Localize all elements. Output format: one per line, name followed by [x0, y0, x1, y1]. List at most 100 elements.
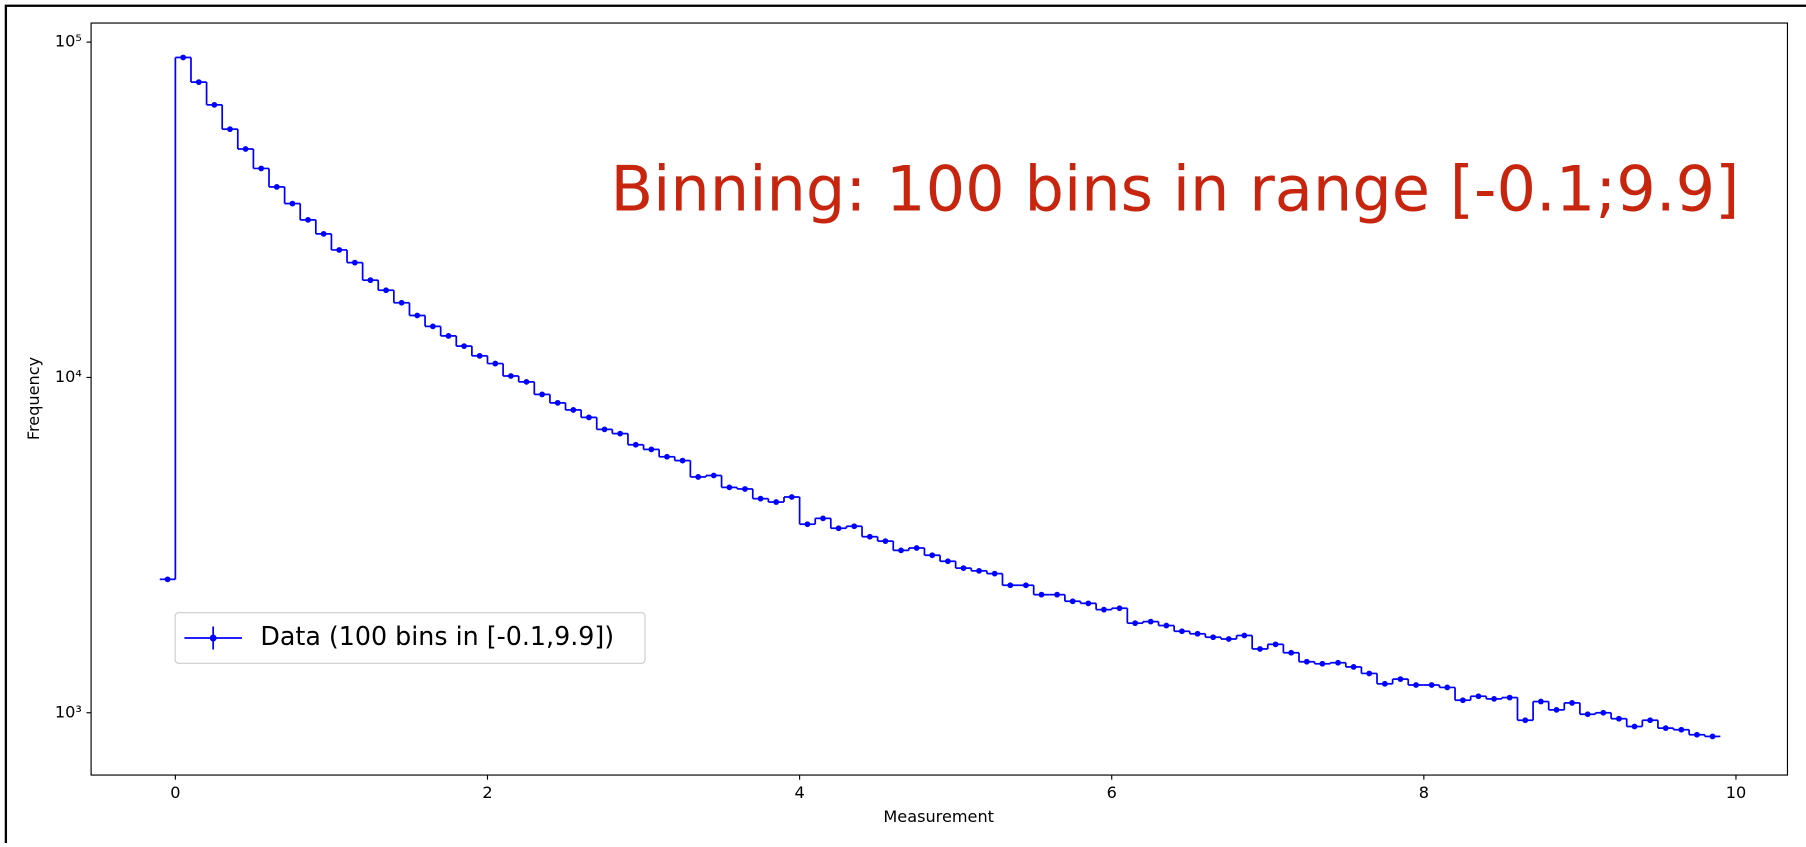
bin-marker — [976, 567, 982, 574]
bin-marker — [991, 570, 998, 577]
bin-marker — [1366, 670, 1373, 677]
bin-marker — [1397, 676, 1404, 682]
y-axis-label: Frequency — [24, 356, 43, 440]
y-tick-label: 10³ — [55, 702, 82, 721]
bin-marker — [1600, 709, 1607, 716]
bin-marker — [695, 474, 702, 480]
bin-marker — [1101, 606, 1107, 613]
bin-marker — [788, 494, 795, 500]
bin-marker — [586, 414, 592, 421]
bin-marker — [1069, 598, 1076, 605]
bin-marker — [1475, 693, 1482, 700]
bin-marker — [1319, 660, 1326, 667]
bin-marker — [1241, 632, 1248, 639]
bin-marker — [461, 343, 467, 349]
bin-marker — [726, 484, 733, 491]
bin-marker — [1506, 694, 1513, 701]
bin-marker — [1631, 723, 1638, 730]
bin-marker — [913, 545, 920, 551]
bin-marker — [1163, 622, 1170, 629]
bin-marker — [180, 54, 187, 61]
x-tick-label: 8 — [1419, 783, 1429, 802]
bin-marker — [445, 333, 452, 339]
bin-marker — [258, 165, 265, 172]
bin-marker — [1538, 698, 1544, 705]
bin-marker — [1569, 700, 1575, 706]
bin-marker — [679, 457, 686, 464]
bin-marker — [960, 565, 967, 571]
bin-marker — [1210, 634, 1217, 641]
bin-marker — [1116, 605, 1123, 612]
bin-marker — [1272, 641, 1279, 648]
x-tick-label: 6 — [1107, 783, 1117, 802]
bin-marker — [383, 287, 389, 294]
bin-marker — [898, 547, 904, 554]
bin-marker — [492, 360, 499, 367]
x-tick-label: 0 — [170, 783, 180, 802]
bin-marker — [1350, 664, 1357, 670]
bin-marker — [414, 312, 421, 319]
bin-marker — [1616, 715, 1622, 722]
bin-marker — [773, 499, 780, 505]
bin-marker — [1147, 618, 1154, 625]
bin-marker — [944, 558, 951, 565]
bin-marker — [601, 426, 608, 433]
bin-marker — [367, 277, 374, 284]
bin-marker — [554, 399, 561, 406]
bin-marker — [508, 373, 514, 379]
bin-marker — [882, 538, 889, 544]
bin-marker — [835, 525, 842, 532]
x-axis-label: Measurement — [883, 807, 994, 826]
bin-marker — [351, 259, 358, 266]
bin-marker — [1647, 717, 1654, 724]
bin-marker — [1194, 630, 1201, 637]
bin-marker — [227, 126, 233, 133]
bin-marker — [820, 515, 826, 522]
bin-marker — [1678, 726, 1685, 733]
bin-marker — [648, 446, 655, 453]
bin-marker — [1335, 659, 1341, 666]
bin-marker — [1444, 684, 1451, 691]
legend-box — [174, 612, 646, 664]
bin-marker — [1553, 707, 1560, 713]
bin-marker — [1413, 682, 1419, 688]
bin-marker — [164, 576, 171, 583]
bin-marker — [1491, 696, 1497, 702]
bin-marker — [866, 533, 873, 540]
bin-marker — [195, 79, 202, 85]
bin-marker — [1459, 697, 1466, 704]
bin-marker — [539, 391, 545, 398]
bin-marker — [1054, 591, 1060, 598]
bin-marker — [336, 247, 343, 253]
window-frame — [4, 4, 1806, 847]
bin-marker — [1023, 582, 1029, 589]
bin-marker — [1007, 582, 1014, 589]
bin-marker — [710, 472, 717, 479]
bin-marker — [476, 352, 483, 359]
bin-marker — [1085, 600, 1092, 607]
bin-marker — [1584, 711, 1591, 718]
bin-marker — [1428, 682, 1435, 688]
bin-marker — [742, 486, 748, 492]
bin-marker — [570, 407, 577, 413]
bin-marker — [305, 217, 311, 223]
bin-marker — [1522, 717, 1529, 724]
bin-marker — [851, 523, 858, 530]
bin-marker — [757, 495, 764, 502]
bin-marker — [211, 101, 218, 108]
legend-label: Data (100 bins in [-0.1,9.9]) — [260, 621, 614, 651]
bin-marker — [273, 184, 280, 190]
bin-marker — [1179, 628, 1185, 635]
bin-marker — [320, 230, 327, 237]
bin-marker — [289, 200, 296, 207]
bin-marker — [1709, 733, 1716, 740]
bin-marker — [1257, 646, 1263, 652]
x-tick-label: 10 — [1726, 783, 1747, 802]
bin-marker — [1381, 680, 1388, 687]
bin-marker — [929, 552, 936, 559]
bin-marker — [1132, 620, 1139, 627]
bin-marker — [1303, 658, 1310, 665]
bin-marker — [242, 146, 249, 152]
y-tick-label: 10⁴ — [55, 367, 82, 386]
